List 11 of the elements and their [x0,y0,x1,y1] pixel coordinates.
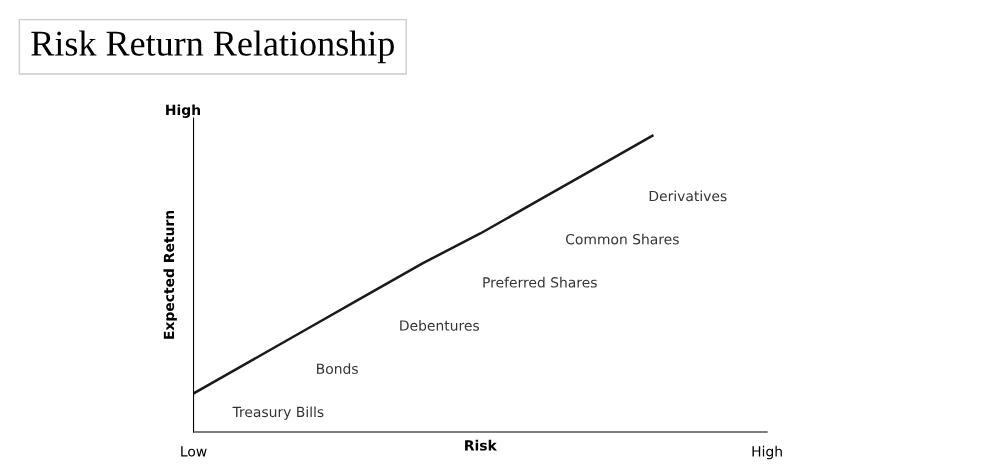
annotation: Derivatives [649,190,727,202]
y-axis-title: Expected Return [163,210,177,339]
annotation: Common Shares [565,233,679,245]
chart-title: Risk Return Relationship [31,30,394,64]
text: High [166,104,200,118]
x-tick-label: Low [181,446,207,457]
annotation: Bonds [317,363,358,374]
annotation: Treasury Bills [232,406,324,420]
annotation: Debentures [400,320,480,331]
x-axis-title: Risk [465,439,498,451]
annotation: Preferred Shares [483,276,597,288]
